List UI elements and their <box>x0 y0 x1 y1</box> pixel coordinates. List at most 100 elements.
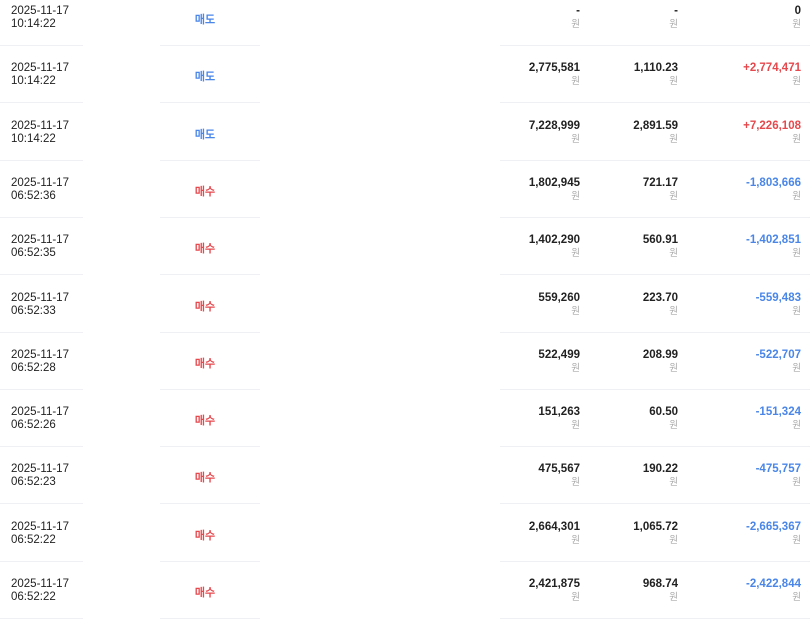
currency-unit: 원 <box>571 19 580 30</box>
fee-value: - <box>674 5 678 17</box>
currency-unit: 원 <box>571 76 580 88</box>
trade-time: 06:52:26 <box>11 419 56 432</box>
settlement-value: -559,483 <box>755 291 801 304</box>
trade-time: 06:52:35 <box>11 247 56 260</box>
currency-unit: 원 <box>571 133 580 145</box>
settlement-value: -522,707 <box>755 348 801 361</box>
amount-value: 7,228,999 <box>528 119 580 132</box>
currency-unit: 원 <box>669 534 678 546</box>
settlement-value: +7,226,108 <box>743 119 801 132</box>
settlement-value: -2,665,367 <box>746 520 801 533</box>
trade-amount: 1,402,290 원 <box>529 234 580 260</box>
trade-amount: 2,421,875 원 <box>529 578 580 604</box>
amount-value: 151,263 <box>538 406 580 419</box>
trade-amount: 559,260 원 <box>538 292 580 318</box>
currency-unit: 원 <box>669 592 678 603</box>
trade-fee: 560.91 원 <box>643 234 678 260</box>
row-divider <box>0 560 83 562</box>
amount-value: 1,802,945 <box>528 176 580 189</box>
currency-unit: 원 <box>792 305 801 317</box>
row-divider <box>0 388 83 390</box>
table-row: 2025-11-17 06:52:35 매수 1,402,290 원 560.9… <box>0 218 810 276</box>
amount-value: 2,664,301 <box>528 520 580 533</box>
trade-settlement: -475,757 원 <box>756 463 801 489</box>
currency-unit: 원 <box>792 534 801 546</box>
trade-datetime: 2025-11-17 10:14:22 <box>11 62 69 88</box>
trade-amount: 151,263 원 <box>538 406 580 432</box>
trade-type: 매수 <box>194 587 216 599</box>
row-divider <box>160 560 260 562</box>
currency-unit: 원 <box>571 305 580 317</box>
trade-fee: - 원 <box>669 5 678 31</box>
row-divider <box>0 45 83 46</box>
currency-unit: 원 <box>669 362 678 374</box>
table-row: 2025-11-17 10:14:22 매도 2,775,581 원 1,110… <box>0 46 810 104</box>
trade-settlement: 0 원 <box>792 5 801 31</box>
row-divider <box>500 45 810 46</box>
trade-amount: 522,499 원 <box>538 349 580 375</box>
row-divider <box>0 102 83 104</box>
row-divider <box>500 331 810 333</box>
currency-unit: 원 <box>571 534 580 546</box>
currency-unit: 원 <box>571 477 580 489</box>
row-divider <box>160 45 260 46</box>
currency-unit: 원 <box>669 133 678 145</box>
trade-datetime: 2025-11-17 06:52:28 <box>11 349 69 375</box>
row-divider <box>0 159 83 161</box>
trade-amount: 2,664,301 원 <box>529 521 580 547</box>
row-divider <box>500 560 810 562</box>
fee-value: 2,891.59 <box>633 119 678 132</box>
trade-fee: 721.17 원 <box>643 177 678 203</box>
trade-settlement: -2,422,844 원 <box>746 578 801 604</box>
currency-unit: 원 <box>669 248 678 260</box>
fee-value: 721.17 <box>642 176 678 189</box>
trade-datetime: 2025-11-17 06:52:33 <box>11 292 69 318</box>
trade-type: 매도 <box>194 128 216 141</box>
row-divider <box>160 159 260 161</box>
amount-value: 559,260 <box>538 291 580 304</box>
row-divider <box>0 216 83 218</box>
table-row: 2025-11-17 10:14:22 매도 7,228,999 원 2,891… <box>0 104 810 161</box>
currency-unit: 원 <box>792 420 801 432</box>
row-divider <box>160 388 260 390</box>
trade-datetime: 2025-11-17 10:14:22 <box>11 5 69 31</box>
table-row: 2025-11-17 06:52:33 매수 559,260 원 223.70 … <box>0 276 810 333</box>
trade-fee: 1,065.72 원 <box>633 521 678 547</box>
trade-settlement: -522,707 원 <box>756 349 801 375</box>
currency-unit: 원 <box>669 190 678 202</box>
trade-date: 2025-11-17 <box>11 578 69 590</box>
trade-datetime: 2025-11-17 10:14:22 <box>11 120 69 146</box>
settlement-value: -475,757 <box>755 463 801 476</box>
currency-unit: 원 <box>669 19 678 30</box>
table-row: 2025-11-17 06:52:36 매수 1,802,945 원 721.1… <box>0 161 810 218</box>
amount-value: 2,775,581 <box>528 62 580 75</box>
trade-time: 06:52:22 <box>11 533 56 546</box>
fee-value: 60.50 <box>649 406 678 419</box>
trade-amount: 1,802,945 원 <box>529 177 580 203</box>
table-row: 2025-11-17 06:52:22 매수 2,664,301 원 1,065… <box>0 505 810 562</box>
table-row: 2025-11-17 06:52:23 매수 475,567 원 190.22 … <box>0 447 810 505</box>
trade-date: 2025-11-17 <box>11 348 69 361</box>
currency-unit: 원 <box>571 420 580 432</box>
trade-date: 2025-11-17 <box>11 176 69 189</box>
trade-fee: 208.99 원 <box>643 349 678 375</box>
trade-time: 10:14:22 <box>11 75 56 88</box>
currency-unit: 원 <box>571 592 580 603</box>
trade-fee: 60.50 원 <box>649 406 678 432</box>
table-row: 2025-11-17 06:52:22 매수 2,421,875 원 968.7… <box>0 562 810 619</box>
trade-datetime: 2025-11-17 06:52:23 <box>11 463 69 489</box>
row-divider <box>500 446 810 448</box>
row-divider <box>160 331 260 333</box>
currency-unit: 원 <box>792 133 801 145</box>
row-divider <box>160 274 260 276</box>
trade-amount: 2,775,581 원 <box>529 62 580 88</box>
trade-fee: 223.70 원 <box>643 292 678 318</box>
trade-date: 2025-11-17 <box>11 406 69 419</box>
fee-value: 1,065.72 <box>633 520 678 533</box>
row-divider <box>160 216 260 218</box>
trade-settlement: -559,483 원 <box>756 292 801 318</box>
row-divider <box>500 503 810 505</box>
trade-time: 06:52:28 <box>11 361 56 374</box>
trade-datetime: 2025-11-17 06:52:35 <box>11 234 69 260</box>
currency-unit: 원 <box>792 592 801 603</box>
